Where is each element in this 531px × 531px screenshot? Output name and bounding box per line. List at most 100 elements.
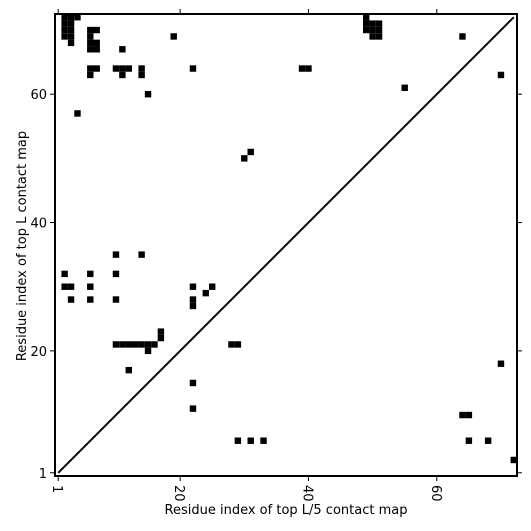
contact-point <box>157 334 165 342</box>
contact-point <box>119 65 126 72</box>
contact-point <box>125 366 132 374</box>
contact-point <box>112 341 120 348</box>
contact-point <box>87 33 94 40</box>
contact-point <box>465 437 473 444</box>
contact-point <box>67 296 75 303</box>
contact-point <box>157 328 165 335</box>
contact-point <box>189 296 197 303</box>
contact-point <box>87 26 94 34</box>
contact-points <box>61 14 517 464</box>
contact-point <box>375 26 383 34</box>
y-tick-label: 40 <box>30 217 47 232</box>
contact-point <box>497 71 505 79</box>
x-tick-label: 40 <box>299 485 314 502</box>
contact-point <box>234 341 242 348</box>
contact-point <box>375 33 383 40</box>
contact-point <box>459 33 466 40</box>
y-axis-label: Residue index of top L contact map <box>15 131 30 361</box>
contact-point <box>93 26 100 34</box>
contact-point <box>241 155 248 162</box>
contact-point <box>401 84 408 91</box>
contact-point <box>87 65 94 72</box>
contact-point <box>363 14 370 21</box>
contact-point <box>247 148 254 156</box>
contact-point <box>67 283 75 290</box>
x-axis-label: Residue index of top L/5 contact map <box>165 503 408 518</box>
contact-point <box>202 289 209 297</box>
contact-point <box>112 65 120 72</box>
contact-point <box>369 26 376 34</box>
x-tick-label: 20 <box>171 485 186 502</box>
contact-point <box>61 283 68 290</box>
contact-point <box>67 39 75 47</box>
contact-point <box>67 14 75 21</box>
contact-point <box>151 341 158 348</box>
contact-point <box>87 270 94 278</box>
contact-point <box>87 283 94 290</box>
x-tick-label: 1 <box>49 485 64 493</box>
contact-point <box>189 65 197 72</box>
contact-point <box>369 33 376 40</box>
contact-point <box>93 65 100 72</box>
contact-point <box>305 65 312 72</box>
contact-point <box>87 39 94 47</box>
contact-point <box>67 20 75 27</box>
contact-point <box>74 110 81 117</box>
contact-point <box>465 411 473 419</box>
contact-point <box>260 437 267 444</box>
contact-point <box>510 456 517 464</box>
contact-point <box>74 14 81 21</box>
contact-point <box>209 283 216 290</box>
contact-point <box>497 360 505 367</box>
contact-point <box>247 437 254 444</box>
diagonal-line <box>57 16 515 474</box>
contact-point <box>189 283 197 290</box>
contact-point <box>189 405 197 412</box>
contact-point <box>125 341 132 348</box>
contact-point <box>228 341 235 348</box>
contact-point <box>363 26 370 34</box>
contact-point <box>234 437 242 444</box>
contact-point <box>132 341 139 348</box>
contact-point <box>375 20 383 27</box>
contact-point <box>144 341 152 348</box>
x-tick-label: 60 <box>428 485 443 502</box>
contact-point <box>138 65 145 72</box>
contact-point <box>144 91 152 98</box>
contact-point <box>363 20 370 27</box>
contact-point <box>298 65 306 72</box>
y-tick-label: 1 <box>39 467 47 482</box>
contact-point <box>87 46 94 53</box>
contact-point <box>484 437 492 444</box>
contact-point <box>61 270 68 278</box>
contact-point <box>119 46 126 53</box>
contact-point <box>87 296 94 303</box>
contact-point <box>138 71 145 79</box>
contact-point <box>112 270 120 278</box>
contact-point <box>189 302 197 310</box>
contact-point <box>138 341 145 348</box>
contact-point <box>61 33 68 40</box>
contact-point <box>170 33 177 40</box>
contact-point <box>112 251 120 258</box>
plot-frame <box>54 13 518 477</box>
contact-point <box>189 379 197 387</box>
contact-point <box>61 20 68 27</box>
contact-point <box>119 341 126 348</box>
contact-point <box>459 411 466 419</box>
contact-point <box>87 71 94 79</box>
contact-point <box>144 347 152 355</box>
y-tick-label: 60 <box>30 88 47 103</box>
contact-point <box>138 251 145 258</box>
contact-point <box>61 14 68 21</box>
contact-point <box>93 46 100 53</box>
contact-point <box>61 26 68 34</box>
contact-point <box>369 20 376 27</box>
contact-point <box>93 39 100 47</box>
y-tick-label: 20 <box>30 345 47 360</box>
contact-point <box>119 71 126 79</box>
axis-ticks: 1 20 40 60 1 20 40 60 <box>30 9 522 502</box>
contact-point <box>67 33 75 40</box>
contact-point <box>112 296 120 303</box>
